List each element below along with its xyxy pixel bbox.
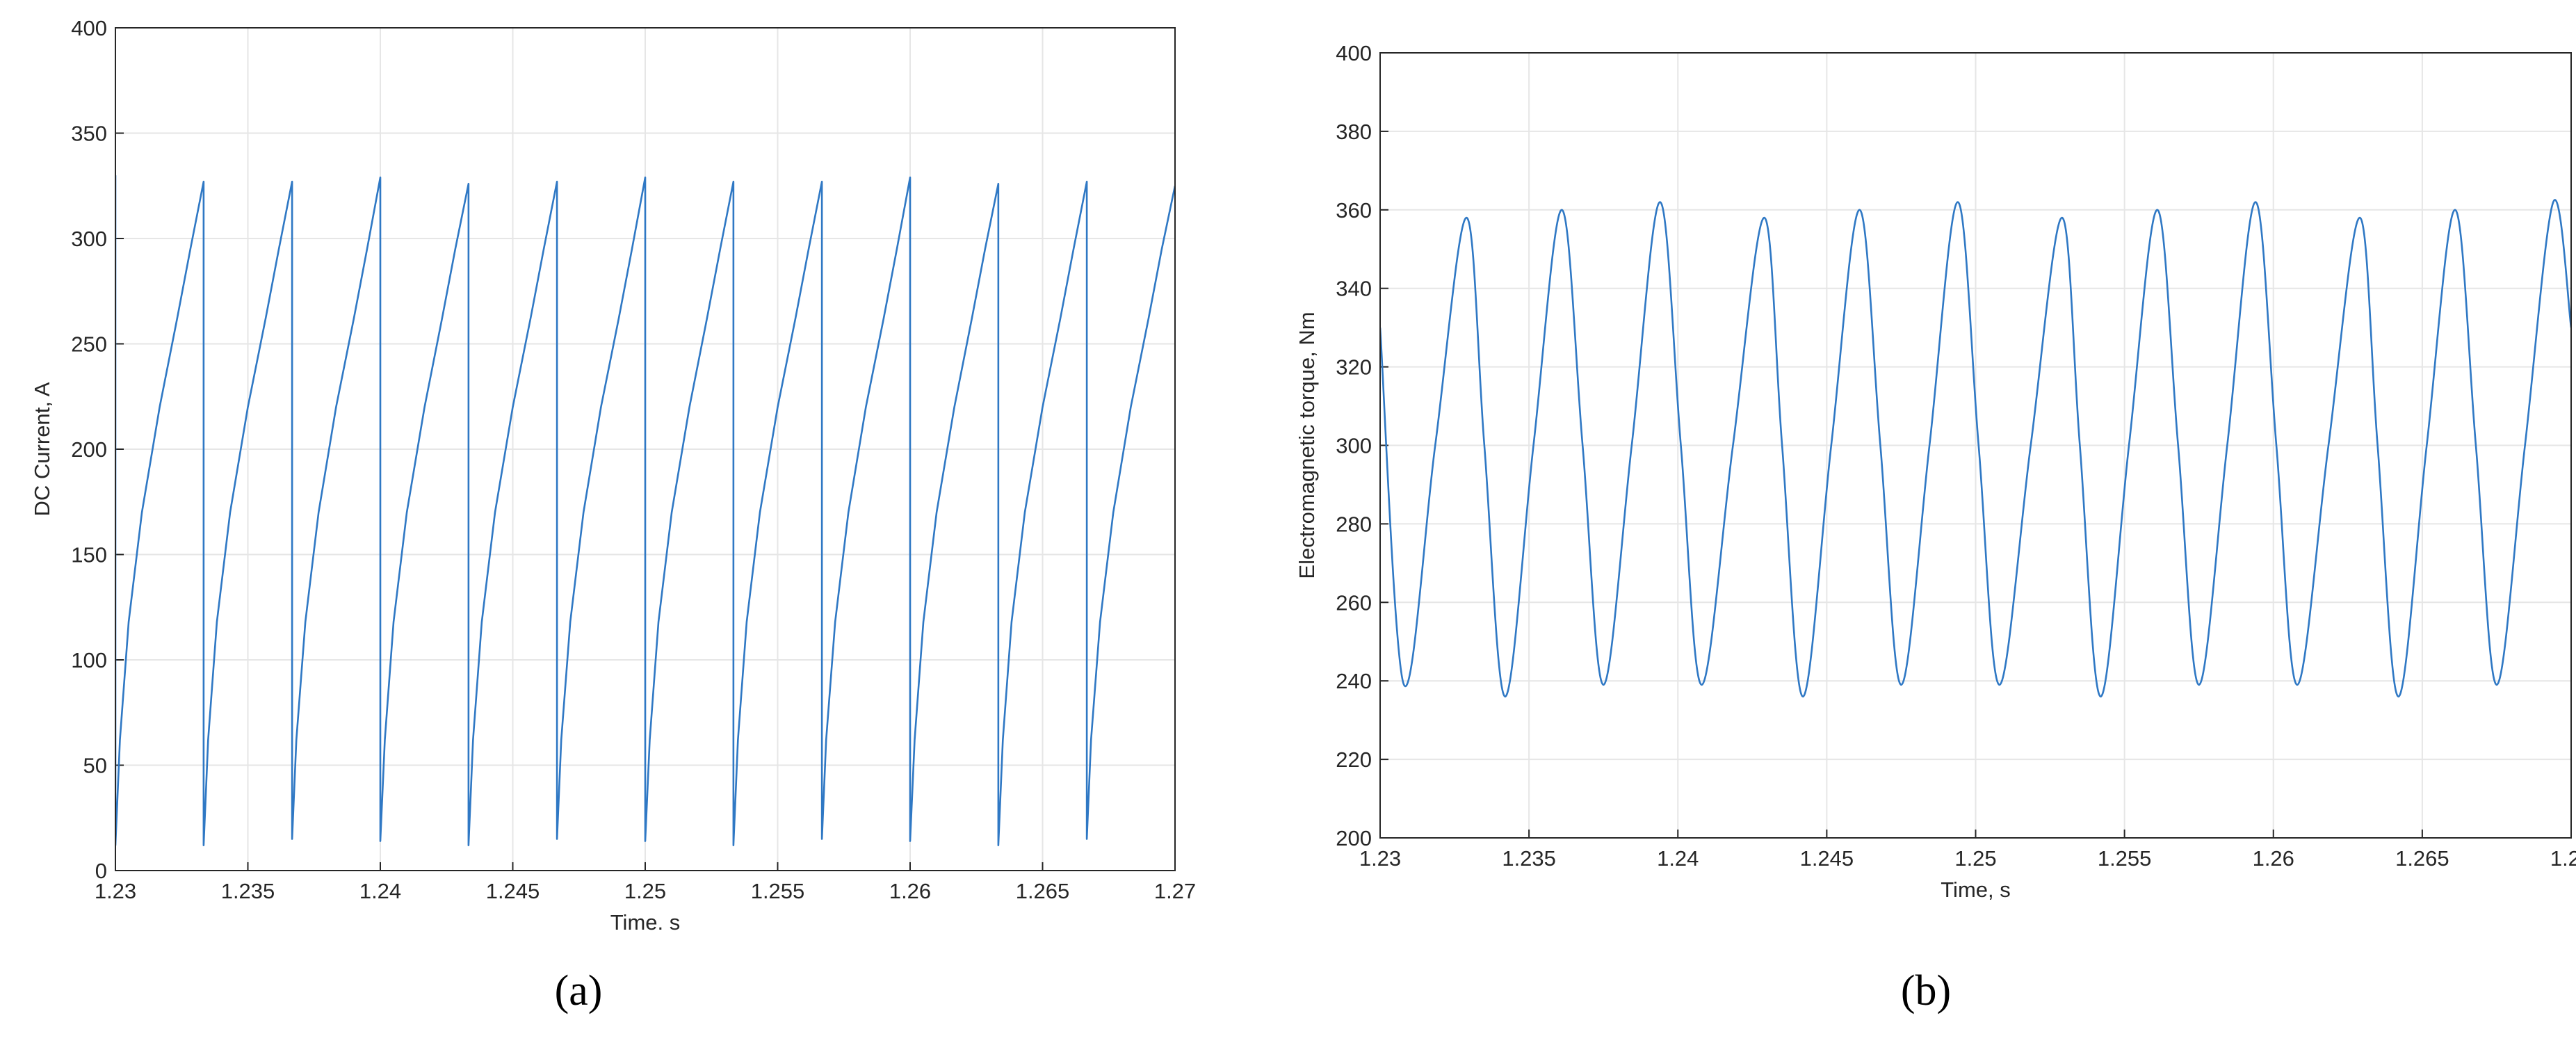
y-tick-label: 150 [71,543,107,567]
y-tick-label: 240 [1336,669,1372,693]
data-line [115,175,1175,846]
y-tick-label: 300 [1336,434,1372,458]
x-tick-label: 1.26 [2253,846,2294,871]
axes-box [1379,52,2572,839]
y-tick-label: 280 [1336,512,1372,536]
y-axis-label: Electromagnetic torque, Nm [1295,312,1319,579]
x-tick-label: 1.255 [2098,846,2152,871]
x-tick-label: 1.255 [751,879,805,903]
y-tick-label: 350 [71,122,107,146]
caption: (b) [1901,967,1951,1014]
y-tick-label: 250 [71,332,107,357]
y-tick-label: 260 [1336,590,1372,615]
x-axis-label: Time. s [610,910,680,935]
x-tick-label: 1.23 [1359,846,1401,871]
y-tick-label: 400 [1336,41,1372,65]
x-tick-label: 1.26 [889,879,931,903]
x-tick-label: 1.27 [1154,879,1196,903]
x-tick-label: 1.25 [1954,846,1996,871]
y-tick-label: 340 [1336,277,1372,301]
x-tick-label: 1.245 [486,879,540,903]
x-tick-label: 1.27 [2550,846,2576,871]
x-tick-label: 1.245 [1800,846,1854,871]
x-tick-label: 1.265 [1016,879,1070,903]
y-tick-label: 200 [1336,826,1372,850]
y-tick-label: 50 [83,754,107,778]
y-tick-label: 220 [1336,747,1372,772]
y-tick-label: 300 [71,227,107,251]
x-tick-label: 1.24 [359,879,401,903]
y-tick-label: 400 [71,16,107,40]
x-tick-label: 1.235 [221,879,275,903]
y-tick-label: 380 [1336,120,1372,144]
y-tick-label: 320 [1336,355,1372,380]
x-axis-label: Time, s [1941,878,2010,902]
x-tick-label: 1.235 [1502,846,1556,871]
y-tick-label: 0 [95,859,107,883]
data-line [1380,199,2571,698]
x-tick-label: 1.265 [2395,846,2449,871]
y-tick-label: 100 [71,648,107,672]
x-tick-label: 1.24 [1657,846,1699,871]
axes-box [115,27,1176,871]
y-axis-label: DC Current, A [30,382,54,516]
y-tick-label: 360 [1336,198,1372,223]
caption: (a) [555,967,603,1014]
x-tick-label: 1.25 [624,879,666,903]
x-tick-label: 1.23 [95,879,136,903]
y-tick-label: 200 [71,437,107,462]
